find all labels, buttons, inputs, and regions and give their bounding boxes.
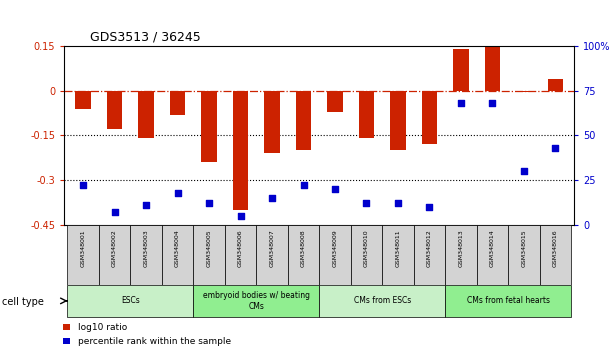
Bar [319,225,351,285]
Text: CMs from ESCs: CMs from ESCs [354,296,411,306]
Bar [138,91,154,138]
Point [362,200,371,206]
Text: GSM348007: GSM348007 [269,229,274,267]
Bar [233,91,249,210]
Point [456,101,466,106]
Bar [540,225,571,285]
Bar [485,46,500,91]
Bar [264,91,280,153]
Text: GSM348013: GSM348013 [458,229,464,267]
Text: GSM348016: GSM348016 [553,229,558,267]
Bar [445,225,477,285]
Bar [99,225,130,285]
Text: GSM348011: GSM348011 [395,229,400,267]
Bar [201,91,217,162]
Text: GSM348008: GSM348008 [301,229,306,267]
Text: GSM348001: GSM348001 [81,229,86,267]
Bar [477,225,508,285]
Text: CMs from fetal hearts: CMs from fetal hearts [467,296,550,306]
Text: embryoid bodies w/ beating
CMs: embryoid bodies w/ beating CMs [203,291,310,310]
Text: GSM348004: GSM348004 [175,229,180,267]
Bar [130,225,162,285]
Text: GSM348014: GSM348014 [490,229,495,267]
Text: ESCs: ESCs [121,296,140,306]
Text: GSM348015: GSM348015 [521,229,527,267]
Bar [193,285,319,317]
Point [393,200,403,206]
Bar [319,285,445,317]
Point [204,200,214,206]
Point [519,168,529,174]
Bar [359,91,375,138]
Bar [422,91,437,144]
Bar [382,225,414,285]
Bar [390,91,406,150]
Bar [547,79,563,91]
Bar [107,91,122,130]
Point [173,190,183,195]
Bar [414,225,445,285]
Text: GSM348002: GSM348002 [112,229,117,267]
Bar [516,91,532,92]
Bar [351,225,382,285]
Bar [67,225,99,285]
Bar [508,225,540,285]
Bar [75,91,91,109]
Text: GSM348010: GSM348010 [364,229,369,267]
Text: GSM348012: GSM348012 [427,229,432,267]
Bar [162,225,193,285]
Text: GSM348009: GSM348009 [332,229,337,267]
Point [109,210,119,215]
Bar [67,285,193,317]
Bar [296,91,312,150]
Text: GSM348005: GSM348005 [207,229,211,267]
Point [425,204,434,210]
Bar [170,91,185,115]
Point [236,213,246,219]
Text: cell type: cell type [2,297,44,307]
Bar [453,49,469,91]
Point [330,186,340,192]
Text: GDS3513 / 36245: GDS3513 / 36245 [90,30,200,44]
Bar [256,225,288,285]
Bar [193,225,225,285]
Legend: log10 ratio, percentile rank within the sample: log10 ratio, percentile rank within the … [59,320,234,349]
Bar [445,285,571,317]
Point [299,183,309,188]
Text: GSM348006: GSM348006 [238,229,243,267]
Bar [327,91,343,112]
Bar [288,225,320,285]
Bar [225,225,256,285]
Text: GSM348003: GSM348003 [144,229,148,267]
Point [488,101,497,106]
Point [141,202,151,208]
Point [267,195,277,201]
Point [551,145,560,151]
Point [78,183,88,188]
